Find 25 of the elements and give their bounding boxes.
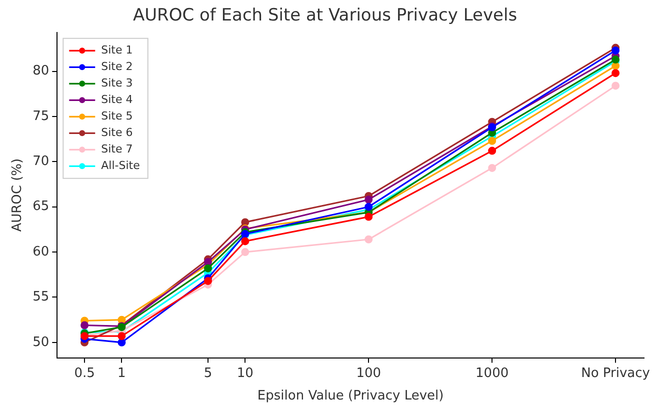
x-tick-label: 100 xyxy=(356,366,382,381)
x-tick-label: No Privacy xyxy=(581,366,650,381)
y-tick-label: 65 xyxy=(32,199,50,214)
legend-label: Site 3 xyxy=(101,76,133,90)
x-tick-label: 5 xyxy=(204,366,212,381)
legend-label: Site 6 xyxy=(101,126,133,140)
y-axis-title: AUROC (%) xyxy=(10,158,26,232)
x-tick-label: 10 xyxy=(236,366,254,381)
y-tick-label: 75 xyxy=(32,108,50,124)
y-tick-label: 55 xyxy=(32,290,50,305)
chart-title: AUROC of Each Site at Various Privacy Levels xyxy=(132,6,518,26)
x-tick-label: 1000 xyxy=(476,366,509,381)
legend-label: All-Site xyxy=(101,159,140,172)
legend-label: Site 1 xyxy=(101,44,133,57)
x-tick-label: 1 xyxy=(118,366,126,381)
legend-label: Site 2 xyxy=(101,60,133,74)
x-axis-title: Epsilon Value (Privacy Level) xyxy=(257,388,444,404)
legend-label: Site 4 xyxy=(101,93,133,106)
y-tick-label: 80 xyxy=(32,64,50,79)
y-tick-label: 50 xyxy=(32,334,50,350)
legend-label: Site 7 xyxy=(101,142,133,156)
y-tick-label: 70 xyxy=(32,154,50,170)
y-tick-label: 60 xyxy=(32,244,50,260)
legend-label: Site 5 xyxy=(101,110,133,123)
x-tick-label: 0.5 xyxy=(74,366,95,381)
